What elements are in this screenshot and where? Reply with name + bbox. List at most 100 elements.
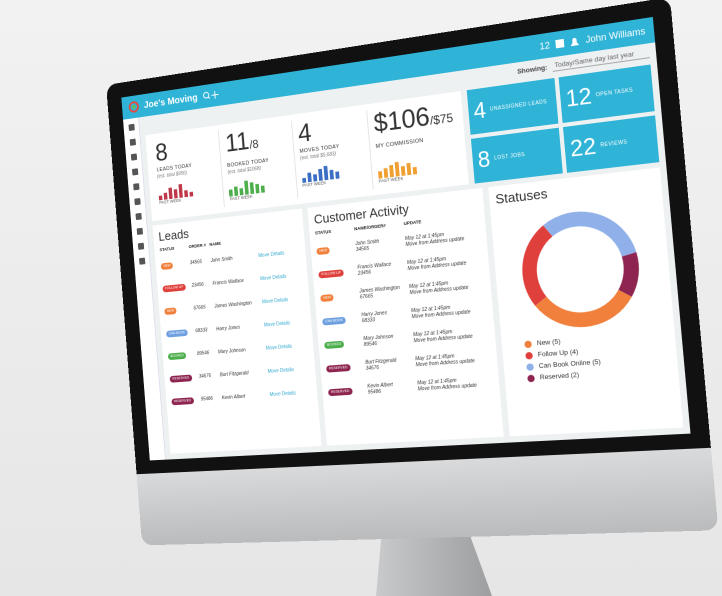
donut-segment [541, 293, 627, 323]
name-order: Kevin Albert 95486 [367, 380, 418, 395]
stat-block: 4 MOVES TODAY (est. total $5,683) PAST WEEK [291, 110, 373, 198]
column-header: ORDER # [188, 242, 209, 249]
legend-item: Follow Up (4) [525, 347, 600, 360]
status-badge: BOOKED [324, 340, 344, 348]
move-details-link[interactable]: Move Details [262, 297, 289, 305]
name-order: Burt Fitzgerald 34676 [365, 356, 416, 372]
spark-bar [323, 166, 328, 181]
tile-label: OPEN TASKS [596, 87, 634, 98]
legend-label: Can Book Online (5) [539, 359, 602, 371]
activity-panel: Customer Activity STATUS NAME/ORDER# UPDAT… [307, 188, 503, 446]
logo [128, 101, 139, 114]
tile-value: 8 [477, 146, 492, 174]
order-number: 89546 [197, 350, 218, 357]
tile[interactable]: 4 UNASSIGNED LEADS [467, 78, 559, 135]
order-number: 34565 [190, 258, 211, 266]
legend-swatch [526, 363, 534, 371]
update-cell: May 12 at 1:45pm Move from Address update [407, 254, 467, 272]
content: Showing: Today/Same day last year 8 LEADS… [139, 42, 691, 459]
spark-bar [401, 166, 406, 176]
update-cell: May 12 at 1:45pm Move from Address update [411, 303, 471, 320]
tile[interactable]: 22 REVIEWS [563, 115, 659, 172]
update-cell: May 12 at 1:45pm Move from Address update [413, 328, 473, 345]
nav-icon[interactable] [139, 258, 145, 265]
legend-swatch [524, 340, 532, 348]
stat-block: $106/$75 MY COMMISSION PAST WEEK [367, 98, 464, 190]
nav-icon[interactable] [136, 228, 142, 235]
nav-icon[interactable] [132, 168, 138, 175]
spark-bar [329, 170, 333, 180]
spark-bar [189, 192, 193, 197]
spark-bar [406, 163, 411, 175]
tile-value: 22 [569, 133, 597, 163]
name-order: James Washington 67665 [359, 284, 410, 300]
donut-segment [622, 254, 634, 293]
nav-icon[interactable] [135, 213, 141, 220]
move-details-link[interactable]: Move Details [269, 390, 296, 398]
status-badge: NEW [320, 293, 334, 301]
status-badge: RESERVED [326, 364, 351, 373]
move-details-link[interactable]: Move Details [268, 367, 295, 375]
column-header: UPDATE [404, 219, 422, 227]
spark-bar [255, 184, 259, 194]
donut-segment [547, 214, 629, 262]
move-details-link[interactable]: Move Details [266, 344, 293, 352]
spark-bar [168, 187, 172, 199]
update-cell: May 12 at 1:45pm Move from Address update [417, 376, 477, 392]
spark-bar [244, 180, 249, 194]
legend: New (5) Follow Up (4) Can Book Online (5) R… [524, 335, 602, 382]
search-add-icons[interactable] [202, 90, 218, 102]
name-order: Francis Wallace 23456 [357, 260, 408, 277]
nav-icon[interactable] [133, 183, 139, 190]
nav-icon[interactable] [134, 198, 140, 205]
tile[interactable]: 12 OPEN TASKS [559, 64, 655, 122]
status-cell: RESERVED [170, 374, 200, 383]
nav-icon[interactable] [128, 124, 134, 131]
task-bell-icons[interactable] [556, 36, 580, 50]
customer-name: Harry Jones [216, 323, 264, 333]
tile[interactable]: 8 LOST JOBS [471, 128, 563, 184]
status-badge: RESERVED [170, 374, 193, 382]
update-cell: May 12 at 1:45pm Move from Address update [415, 352, 475, 368]
spark-bar [184, 190, 188, 197]
status-cell: RESERVED [171, 396, 201, 405]
name-order: John Smith 34565 [355, 236, 406, 253]
status-badge: NEW [164, 307, 177, 315]
user-name[interactable]: John Williams [585, 26, 646, 45]
spark-bar [383, 168, 388, 178]
tile-label: REVIEWS [600, 139, 628, 149]
brand[interactable]: Joe's Moving [143, 92, 197, 110]
move-details-link[interactable]: Move Details [260, 274, 287, 282]
stat-suffix: /8 [249, 137, 259, 152]
people-badge[interactable]: 12 [539, 40, 550, 52]
monitor: Joe's Moving 12 John Williams Showing: T… [106, 0, 718, 545]
legend-item: Reserved (2) [527, 370, 602, 382]
status-cell: CAN BOOK [166, 328, 196, 337]
move-details-link[interactable]: Move Details [258, 251, 284, 259]
spark-bar [250, 182, 254, 194]
donut-segment [526, 231, 554, 302]
legend-item: Can Book Online (5) [526, 359, 601, 371]
status-badge: NEW [161, 262, 174, 270]
customer-name: James Washington [214, 300, 262, 310]
nav-icon[interactable] [137, 243, 143, 250]
status-badge: FOLLOW UP [162, 283, 186, 292]
showing-label: Showing: [517, 64, 548, 76]
nav-icon[interactable] [129, 139, 135, 146]
name-order: Mary Johnson 89546 [363, 332, 414, 348]
stat-value: 11/8 [224, 122, 288, 162]
status-badge: CAN BOOK [166, 329, 188, 337]
legend-swatch [527, 375, 535, 383]
move-details-link[interactable]: Move Details [264, 320, 291, 328]
nav-icon[interactable] [130, 153, 136, 160]
status-badge: RESERVED [328, 387, 353, 395]
leads-panel: Leads STATUS ORDER # NAME NEW 34565 John Smi… [153, 209, 322, 454]
order-number: 68333 [195, 327, 216, 334]
stat-number: 8 [154, 137, 168, 167]
order-number: 34676 [199, 373, 220, 380]
spark-bar [394, 162, 399, 177]
status-cell: RESERVED [328, 386, 368, 395]
stand-neck [376, 530, 492, 596]
status-cell: FOLLOW UP [318, 267, 358, 278]
order-number: 67665 [193, 304, 214, 312]
